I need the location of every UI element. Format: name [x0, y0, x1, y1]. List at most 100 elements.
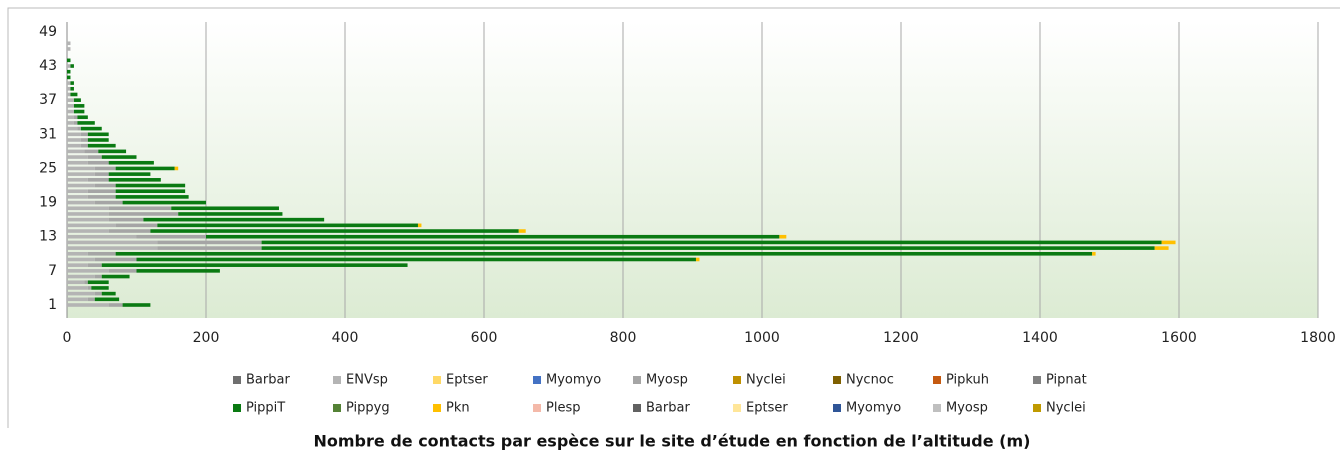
x-tick-label: 1600 — [1161, 330, 1197, 346]
bar-segment — [87, 189, 116, 193]
bar-segment — [108, 217, 144, 222]
bar-segment — [84, 149, 99, 154]
bar-segment — [136, 257, 696, 262]
bar-segment — [136, 234, 206, 239]
bar-segment — [108, 269, 137, 273]
bar-segment — [67, 246, 158, 250]
bar-segment — [695, 257, 700, 262]
bar-segment — [157, 223, 418, 228]
bar-segment — [115, 251, 1093, 256]
legend-swatch — [633, 404, 641, 412]
bar-segment — [67, 109, 74, 114]
bar-segment — [108, 172, 151, 176]
bar-segment — [73, 109, 85, 114]
bar-segment — [67, 126, 78, 131]
bar-segment — [115, 195, 189, 199]
legend-swatch — [433, 376, 441, 384]
legend-label: Myosp — [646, 373, 688, 388]
x-tick-label: 1800 — [1300, 330, 1336, 346]
bar-segment — [87, 297, 95, 302]
bar-segment — [77, 121, 95, 125]
bar-segment — [206, 234, 780, 239]
bar-segment — [84, 280, 88, 285]
bar-segment — [67, 274, 95, 279]
legend-swatch — [1033, 404, 1041, 412]
bar-segment — [67, 69, 71, 74]
bar-segment — [67, 81, 71, 85]
bar-segment — [115, 189, 186, 193]
bar-segment — [87, 195, 116, 199]
bar-segment — [70, 92, 78, 97]
legend-label: Eptser — [446, 373, 488, 388]
bar-segment — [91, 286, 109, 290]
legend-label: Nyclei — [1046, 401, 1086, 416]
legend-swatch — [733, 404, 741, 412]
bar-segment — [115, 183, 186, 188]
legend-label: Pippyg — [346, 401, 390, 416]
bar-segment — [261, 240, 1162, 245]
bar-segment — [67, 149, 85, 154]
bar-segment — [73, 115, 78, 120]
bar-segment — [261, 246, 1155, 250]
bar-segment — [174, 166, 179, 171]
bar-segment — [67, 297, 88, 302]
bar-segment — [67, 47, 71, 51]
legend-label: Nyclei — [746, 373, 786, 388]
chart-border — [7, 7, 1340, 428]
bar-segment — [67, 132, 81, 137]
bar-segment — [67, 160, 88, 165]
bar-segment — [80, 138, 88, 142]
legend-label: Myosp — [946, 401, 988, 416]
bar-segment — [70, 64, 74, 68]
bar-segment — [94, 291, 102, 296]
legend-label: Myomyo — [846, 401, 901, 416]
bar-segment — [94, 183, 116, 188]
bar-segment — [1092, 251, 1096, 256]
bar-segment — [101, 291, 116, 296]
bar-segment — [115, 223, 158, 228]
bar-segment — [518, 229, 526, 233]
x-tick-label: 600 — [471, 330, 498, 346]
bar-segment — [94, 200, 123, 205]
legend-swatch — [933, 404, 941, 412]
y-tick-label: 31 — [39, 126, 57, 142]
bar-segment — [77, 115, 88, 120]
y-tick-label: 49 — [39, 24, 57, 40]
y-tick-label: 7 — [48, 263, 57, 279]
bar-segment — [94, 257, 137, 262]
legend-swatch — [233, 376, 241, 384]
bar-segment — [80, 126, 102, 131]
legend-label: PippiT — [246, 401, 285, 416]
bar-segment — [87, 143, 116, 148]
legend-label: Pkn — [446, 401, 470, 416]
bar-segment — [157, 240, 262, 245]
bar-segment — [1161, 240, 1176, 245]
bar-segment — [108, 160, 154, 165]
x-tick-label: 1400 — [1022, 330, 1058, 346]
legend-swatch — [233, 404, 241, 412]
bar-segment — [67, 303, 109, 307]
bar-segment — [108, 229, 151, 233]
bar-segment — [67, 86, 71, 91]
legend-swatch — [633, 376, 641, 384]
bar-segment — [87, 160, 109, 165]
legend-swatch — [833, 376, 841, 384]
bar-segment — [67, 155, 88, 159]
bar-segment — [87, 251, 116, 256]
bar-segment — [178, 212, 283, 216]
bar-segment — [87, 155, 102, 159]
bar-segment — [67, 104, 74, 108]
bar-segment — [67, 223, 116, 228]
bar-segment — [67, 257, 95, 262]
plot-area — [67, 22, 1318, 318]
bar-segment — [87, 263, 102, 267]
bar-segment — [122, 200, 206, 205]
bar-segment — [98, 149, 127, 154]
bar-segment — [115, 166, 175, 171]
x-tick-label: 800 — [610, 330, 637, 346]
bar-segment — [67, 75, 71, 80]
bar-segment — [108, 303, 123, 307]
bar-segment — [136, 269, 220, 273]
bar-segment — [67, 115, 74, 120]
